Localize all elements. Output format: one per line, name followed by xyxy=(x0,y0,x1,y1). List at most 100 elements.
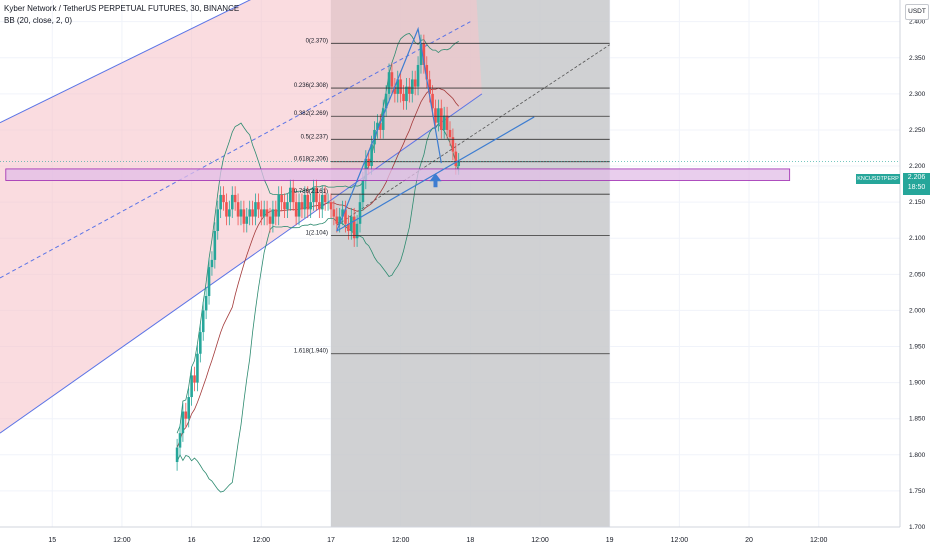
time-axis-bg xyxy=(0,527,932,550)
candle-body xyxy=(332,209,336,217)
time-tick-label: 19 xyxy=(606,537,614,544)
candle-body xyxy=(413,79,417,87)
candle-body xyxy=(425,64,429,80)
up-arrow-icon xyxy=(429,173,442,188)
candle-body xyxy=(204,295,208,311)
candle-body xyxy=(259,209,263,217)
candle-body xyxy=(297,202,301,217)
candle-body xyxy=(254,202,257,217)
candle-body xyxy=(294,202,298,217)
channel-lower-line xyxy=(0,93,483,434)
time-tick-label: 17 xyxy=(327,537,335,544)
price-tick-label: 1.750 xyxy=(909,488,926,495)
candle-body xyxy=(445,115,449,130)
candle-body xyxy=(219,194,222,210)
candle-body xyxy=(344,209,347,224)
candle-body xyxy=(213,231,217,260)
candle-body xyxy=(193,375,196,383)
candle-body xyxy=(390,72,394,87)
fib-level-label: 0.786(2.161) xyxy=(294,189,328,195)
candle-body xyxy=(408,86,411,94)
fib-level-label: 0.5(2.237) xyxy=(301,134,328,140)
candle-body xyxy=(312,187,315,203)
candle-body xyxy=(228,209,231,217)
price-tick-label: 1.850 xyxy=(909,416,926,423)
indicator-legend: BB (20, close, 2, 0) xyxy=(4,16,73,25)
candle-body xyxy=(225,202,228,217)
candle-body xyxy=(320,194,324,210)
bar-countdown: 18:50 xyxy=(907,184,926,191)
time-tick-label: 18 xyxy=(466,537,474,544)
support-box xyxy=(5,168,791,181)
candle-body xyxy=(257,202,260,210)
candle-body xyxy=(251,209,254,217)
candle-body xyxy=(201,310,205,333)
candle-body xyxy=(349,216,353,232)
candle-body xyxy=(277,194,281,217)
time-tick-label: 12:00 xyxy=(810,537,828,544)
candle-body xyxy=(289,187,292,203)
price-tick-label: 2.150 xyxy=(909,199,926,206)
candle-body xyxy=(355,223,359,239)
candle-body xyxy=(422,43,426,65)
fib-level-label: 1.618(1.940) xyxy=(294,349,328,355)
time-tick-label: 12:00 xyxy=(531,537,549,544)
candle-body xyxy=(419,43,423,65)
price-tick-label: 2.400 xyxy=(909,19,926,26)
candle-body xyxy=(207,267,211,296)
candle-body xyxy=(358,202,362,224)
ticker-label: KNCUSDTPERP xyxy=(856,174,900,184)
symbol-title: Kyber Network / TetherUS PERPETUAL FUTUR… xyxy=(4,4,240,13)
candle-body xyxy=(431,93,434,109)
candle-body xyxy=(199,332,202,354)
bollinger-bands xyxy=(176,33,460,493)
price-tick-label: 2.200 xyxy=(909,163,926,170)
candle-body xyxy=(439,108,443,130)
candle-body xyxy=(233,194,237,203)
fib-level-label: 0.382(2.269) xyxy=(294,111,328,117)
candle-body xyxy=(457,161,461,167)
candle-body xyxy=(178,433,182,448)
candle-body xyxy=(262,209,266,217)
candle-body xyxy=(318,202,321,210)
candle-body xyxy=(335,216,339,224)
price-tick-label: 1.950 xyxy=(909,344,926,351)
candle-body xyxy=(393,86,397,94)
candle-body xyxy=(387,72,391,94)
support-zone[interactable] xyxy=(0,161,900,181)
candle-body xyxy=(376,122,379,130)
price-tick-label: 1.800 xyxy=(909,452,926,459)
candle-body xyxy=(370,144,373,167)
price-tick-label: 1.900 xyxy=(909,380,926,387)
time-tick-label: 12:00 xyxy=(392,537,410,544)
candle-body xyxy=(268,216,272,224)
candle-body xyxy=(210,259,214,268)
price-tick-label: 2.300 xyxy=(909,91,926,98)
fib-level-label: 0.618(2.206) xyxy=(294,157,328,163)
candle-body xyxy=(274,209,278,217)
candle-body xyxy=(184,411,188,419)
candle-body xyxy=(265,209,269,217)
regression-dashed-line xyxy=(336,44,610,226)
candle-body xyxy=(306,194,310,210)
candle-body xyxy=(216,209,220,232)
candle-body xyxy=(399,79,402,94)
candle-body xyxy=(451,137,455,152)
candle-body xyxy=(187,397,191,419)
candle-body xyxy=(379,122,382,130)
currency-selector[interactable]: USDT xyxy=(905,4,929,20)
bb-basis xyxy=(176,87,460,448)
candle-body xyxy=(242,209,246,224)
candles xyxy=(175,34,461,471)
candle-body xyxy=(175,447,179,463)
fib-level-label: 0.236(2.308) xyxy=(294,83,328,89)
candle-body xyxy=(300,202,304,210)
candle-body xyxy=(416,64,420,87)
price-tick-label: 2.250 xyxy=(909,127,926,134)
channel-middle-line xyxy=(0,21,471,279)
triangle-pattern[interactable] xyxy=(336,26,535,232)
fib-retracement[interactable]: 0(2.370) 0.236(2.308) 0.382(2.269) 0.5(2.23… xyxy=(294,38,610,355)
candle-body xyxy=(329,202,333,210)
